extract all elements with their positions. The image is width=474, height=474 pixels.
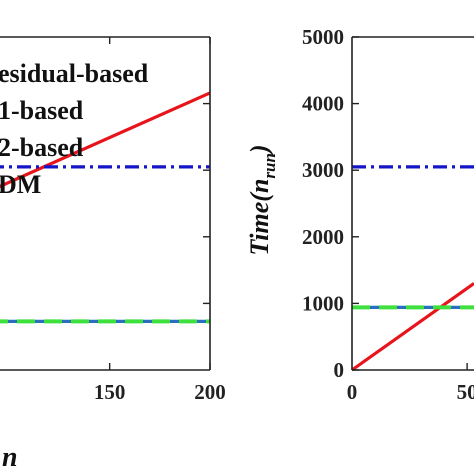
right-series-line-1 bbox=[351, 282, 474, 372]
right-y-tick-label-3: 2000 bbox=[302, 225, 344, 249]
right-y-tick-label-6: 5000 bbox=[302, 25, 344, 49]
left-ticks: 150 200 bbox=[94, 37, 226, 404]
right-x-tick-label-2: 50 bbox=[457, 380, 474, 404]
left-x-tick-label-2: 200 bbox=[194, 380, 226, 404]
left-chart-panel: 150 200 n esidual-based 1-based 2-based D… bbox=[0, 36, 226, 473]
right-y-axis-label: Time(nrun) bbox=[245, 144, 279, 255]
right-x-tick-label-1: 0 bbox=[347, 380, 358, 404]
legend-entry-2: 1-based bbox=[0, 96, 84, 125]
right-y-tick-label-1: 0 bbox=[334, 358, 345, 382]
right-y-tick-label-4: 3000 bbox=[302, 158, 344, 182]
left-x-tick-label-1: 150 bbox=[94, 380, 126, 404]
legend: esidual-based 1-based 2-based DM bbox=[0, 59, 149, 199]
right-ticks: 0 1000 2000 3000 4000 5000 0 50 bbox=[302, 25, 474, 404]
y-label-sub: run bbox=[260, 153, 279, 179]
left-plot-area bbox=[0, 91, 211, 324]
legend-entry-3: 2-based bbox=[0, 133, 84, 162]
legend-entry-4: DM bbox=[0, 170, 41, 199]
y-label-main: Time(n bbox=[245, 179, 274, 256]
y-label-close: ) bbox=[245, 144, 274, 155]
right-chart-panel: 0 1000 2000 3000 4000 5000 0 50 Time(nrun) bbox=[245, 25, 474, 404]
right-y-tick-label-5: 4000 bbox=[302, 92, 344, 116]
legend-entry-1: esidual-based bbox=[0, 59, 149, 88]
left-x-axis-label: n bbox=[2, 442, 18, 473]
right-y-tick-label-2: 1000 bbox=[302, 291, 344, 315]
right-plot-area bbox=[351, 165, 474, 372]
left-series-line-1 bbox=[0, 91, 211, 189]
